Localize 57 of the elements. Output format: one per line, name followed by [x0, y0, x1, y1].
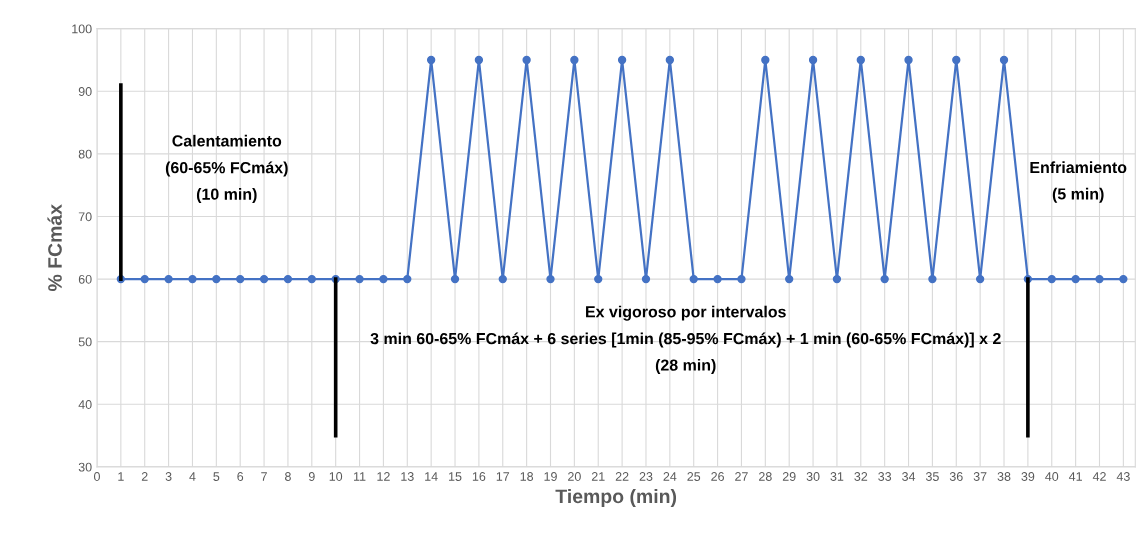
x-tick-label: 43 — [1116, 472, 1130, 481]
x-tick-label: 18 — [520, 472, 534, 481]
x-axis-title: Tiempo (min) — [555, 488, 677, 508]
x-tick-label: 1 — [118, 472, 124, 481]
x-tick-label: 38 — [997, 472, 1011, 481]
y-tick-label: 100 — [72, 24, 92, 34]
x-tick-label: 7 — [261, 472, 267, 481]
x-tick-label: 16 — [472, 472, 486, 481]
y-tick-label: 80 — [78, 149, 92, 159]
x-tick-label: 6 — [237, 472, 244, 481]
x-tick-label: 14 — [425, 472, 438, 481]
x-tick-label: 41 — [1068, 472, 1082, 481]
x-tick-label: 27 — [735, 472, 748, 481]
x-tick-label: 17 — [496, 472, 510, 481]
x-tick-label: 22 — [615, 472, 629, 481]
x-tick-label: 26 — [711, 472, 724, 481]
x-tick-label: 4 — [189, 472, 196, 481]
x-tick-label: 0 — [94, 472, 100, 481]
annotation: Calentamiento (60-65% FCmáx) (10 min) — [165, 134, 288, 203]
x-tick-label: 29 — [782, 472, 796, 481]
x-tick-label: 33 — [878, 472, 892, 481]
x-tick-label: 35 — [925, 472, 939, 481]
x-tick-label: 40 — [1045, 472, 1059, 481]
x-tick-label: 13 — [401, 472, 414, 481]
y-tick-label: 70 — [78, 212, 92, 222]
y-tick-label: 90 — [78, 87, 92, 96]
x-tick-label: 28 — [759, 472, 772, 481]
y-axis-title: % FCmáx — [47, 204, 62, 292]
x-tick-label: 5 — [213, 472, 220, 481]
x-tick-label: 30 — [806, 472, 820, 481]
x-tick-label: 32 — [854, 472, 868, 481]
x-tick-label: 31 — [830, 472, 844, 481]
x-tick-label: 15 — [449, 472, 462, 481]
x-tick-label: 23 — [639, 472, 653, 481]
x-tick-label: 2 — [141, 472, 148, 481]
annotation: Ex vigoroso por intervalos 3 min 60-65% FCmáx + 6 series [1min (85-95% FCmáx) + 1 min (60-65% FCmáx)] x 2 (28 min) — [370, 305, 1001, 374]
x-tick-label: 3 — [165, 472, 172, 481]
annotation: Enfriamiento (5 min) — [1030, 161, 1127, 203]
x-tick-label: 20 — [568, 472, 581, 481]
x-tick-label: 25 — [687, 472, 701, 481]
x-tick-label: 37 — [973, 472, 987, 481]
x-tick-label: 42 — [1092, 472, 1106, 481]
x-tick-label: 39 — [1021, 472, 1035, 481]
x-tick-label: 24 — [663, 472, 677, 481]
y-tick-label: 30 — [78, 462, 92, 472]
x-tick-label: 12 — [377, 472, 390, 481]
y-tick-label: 60 — [78, 274, 92, 284]
x-tick-label: 8 — [285, 472, 291, 481]
x-tick-label: 10 — [329, 472, 343, 481]
x-tick-label: 11 — [354, 472, 366, 481]
x-tick-label: 36 — [949, 472, 963, 481]
x-tick-label: 9 — [308, 472, 315, 481]
x-tick-label: 19 — [544, 472, 557, 481]
y-tick-label: 40 — [78, 400, 92, 409]
x-tick-label: 21 — [591, 472, 605, 481]
y-tick-label: 50 — [78, 337, 92, 347]
x-tick-label: 34 — [902, 472, 916, 481]
